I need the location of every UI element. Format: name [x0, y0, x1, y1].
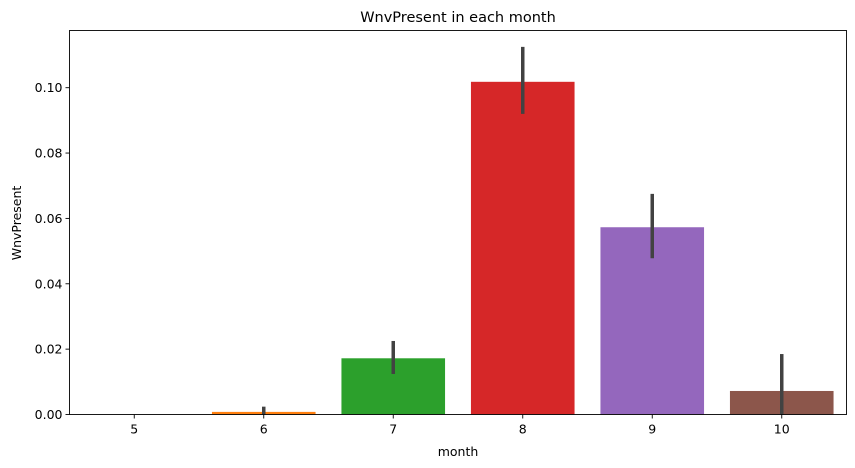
y-tick-label-2: 0.04 — [35, 276, 63, 291]
plot-frame — [69, 30, 847, 415]
y-tick-label-0: 0.00 — [35, 407, 63, 422]
y-axis-label: WnvPresent — [9, 186, 24, 261]
y-tick-label-4: 0.08 — [35, 146, 63, 161]
chart-title: WnvPresent in each month — [360, 10, 556, 26]
bar-9 — [600, 227, 705, 415]
x-tick-label-6: 6 — [260, 422, 268, 437]
x-tick-label-10: 10 — [774, 422, 790, 437]
x-axis: 5 6 7 8 9 10 — [130, 414, 790, 437]
bars-group — [211, 81, 834, 415]
y-tick-label-1: 0.02 — [35, 342, 63, 357]
x-tick-label-5: 5 — [130, 422, 138, 437]
y-axis: 0.00 0.02 0.04 0.06 0.08 0.10 — [35, 80, 70, 422]
y-tick-label-5: 0.10 — [35, 80, 63, 95]
x-tick-label-8: 8 — [519, 422, 527, 437]
error-bars-group — [262, 46, 784, 415]
bar-8 — [470, 81, 575, 415]
x-tick-label-9: 9 — [648, 422, 656, 437]
x-axis-label: month — [438, 444, 479, 459]
x-tick-label-7: 7 — [389, 422, 397, 437]
y-tick-label-3: 0.06 — [35, 211, 63, 226]
